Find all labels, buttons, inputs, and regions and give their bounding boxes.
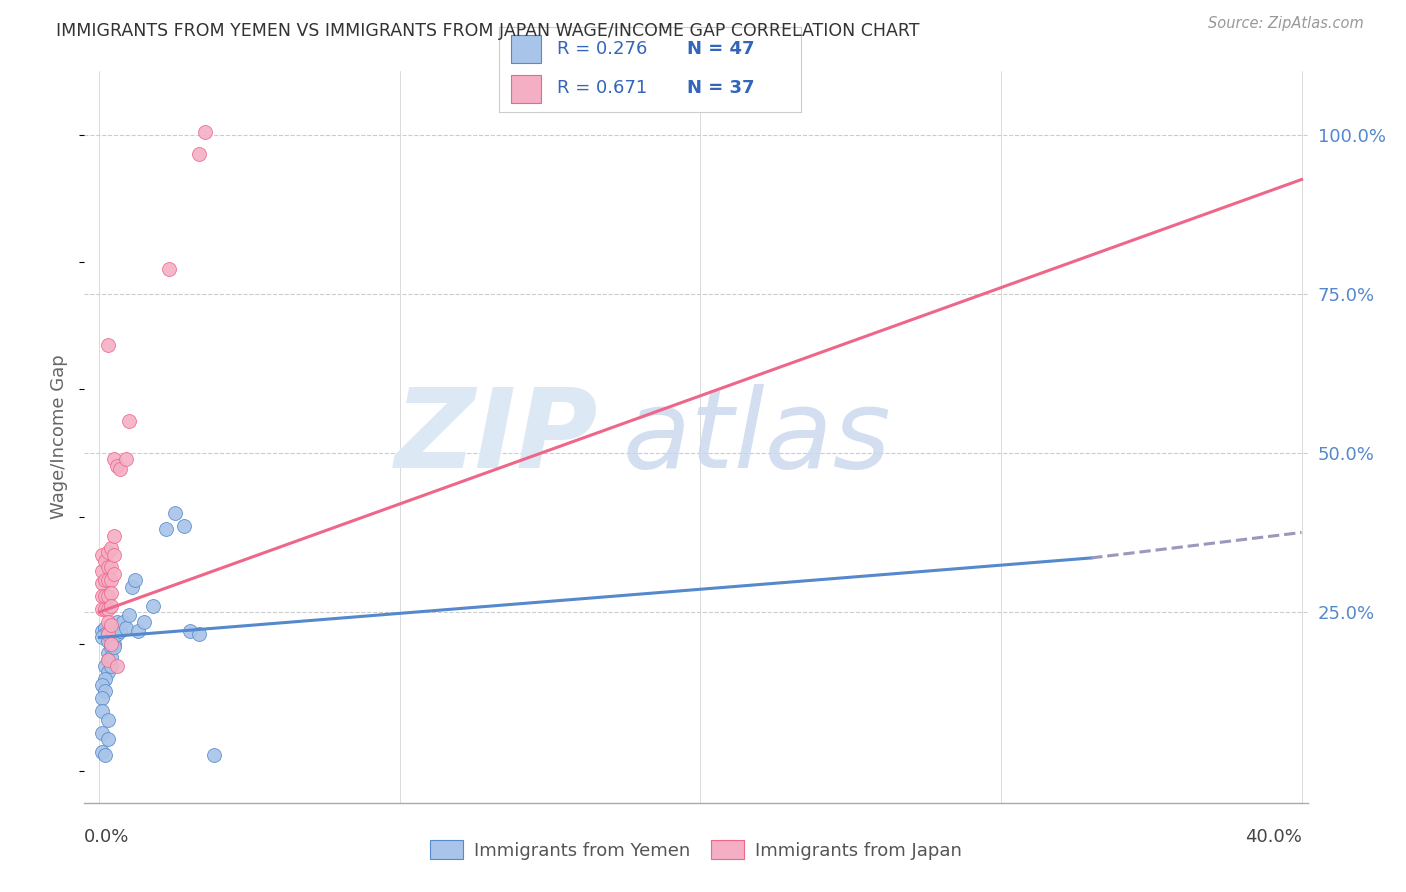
Point [97, 713, 120, 727]
Point [91, 678, 114, 692]
Point [100, 617, 122, 632]
Point [97, 338, 120, 352]
Legend: Immigrants from Yemen, Immigrants from Japan: Immigrants from Yemen, Immigrants from J… [423, 833, 969, 867]
Point [118, 608, 141, 623]
Point [163, 507, 186, 521]
Point [94, 573, 117, 587]
Text: N = 37: N = 37 [686, 79, 754, 97]
Point [100, 631, 122, 645]
Point [100, 599, 122, 613]
Point [97, 627, 120, 641]
Point [97, 627, 120, 641]
Point [94, 554, 117, 568]
Text: atlas: atlas [623, 384, 891, 491]
Point [202, 748, 225, 763]
Point [103, 452, 125, 467]
Point [91, 589, 114, 603]
FancyBboxPatch shape [512, 75, 541, 103]
Point [97, 573, 120, 587]
Point [94, 672, 117, 686]
Point [142, 599, 165, 613]
Point [127, 624, 149, 638]
Point [103, 637, 125, 651]
Point [187, 627, 209, 641]
Point [115, 621, 138, 635]
Point [107, 458, 129, 473]
Point [124, 573, 146, 587]
Point [91, 745, 114, 759]
Text: IMMIGRANTS FROM YEMEN VS IMMIGRANTS FROM JAPAN WAGE/INCOME GAP CORRELATION CHART: IMMIGRANTS FROM YEMEN VS IMMIGRANTS FROM… [56, 22, 920, 40]
Point [91, 564, 114, 578]
Point [194, 125, 217, 139]
Text: R = 0.671: R = 0.671 [557, 79, 647, 97]
Point [97, 653, 120, 667]
Point [155, 522, 177, 536]
Point [91, 624, 114, 638]
Point [94, 602, 117, 616]
Point [107, 624, 129, 638]
Point [91, 631, 114, 645]
Point [94, 621, 117, 635]
Point [94, 589, 117, 603]
Point [100, 617, 122, 632]
Point [157, 261, 180, 276]
Point [134, 615, 156, 629]
Point [103, 640, 125, 654]
Point [94, 684, 117, 698]
Point [91, 704, 114, 718]
Point [100, 649, 122, 664]
Text: R = 0.276: R = 0.276 [557, 40, 647, 58]
Point [94, 627, 117, 641]
Point [97, 615, 120, 629]
Point [103, 529, 125, 543]
Point [110, 462, 132, 476]
Point [91, 690, 114, 705]
Text: 0.0%: 0.0% [84, 829, 129, 847]
Point [110, 624, 132, 638]
Point [187, 147, 209, 161]
Text: ZIP: ZIP [395, 384, 598, 491]
Point [94, 659, 117, 673]
Point [100, 640, 122, 654]
Text: N = 47: N = 47 [686, 40, 754, 58]
Point [112, 615, 135, 629]
Point [97, 589, 120, 603]
Text: 40.0%: 40.0% [1244, 829, 1302, 847]
Point [100, 637, 122, 651]
Point [97, 646, 120, 660]
Point [179, 624, 201, 638]
Point [103, 548, 125, 562]
Point [91, 726, 114, 740]
Point [103, 566, 125, 581]
Point [100, 586, 122, 600]
Point [94, 748, 117, 763]
Point [91, 548, 114, 562]
Point [173, 519, 195, 533]
Point [97, 602, 120, 616]
Point [97, 560, 120, 574]
Point [91, 602, 114, 616]
Point [97, 732, 120, 747]
Point [97, 653, 120, 667]
Point [91, 576, 114, 591]
Point [97, 665, 120, 680]
FancyBboxPatch shape [512, 36, 541, 63]
Point [100, 560, 122, 574]
Point [100, 541, 122, 556]
Point [107, 659, 129, 673]
Text: Source: ZipAtlas.com: Source: ZipAtlas.com [1208, 16, 1364, 31]
Point [100, 573, 122, 587]
Point [100, 659, 122, 673]
Point [115, 452, 138, 467]
Y-axis label: Wage/Income Gap: Wage/Income Gap [51, 355, 69, 519]
Point [121, 580, 143, 594]
Point [107, 615, 129, 629]
Point [118, 414, 141, 428]
Point [107, 627, 129, 641]
Point [103, 621, 125, 635]
Point [97, 633, 120, 648]
Point [103, 627, 125, 641]
Point [97, 544, 120, 558]
